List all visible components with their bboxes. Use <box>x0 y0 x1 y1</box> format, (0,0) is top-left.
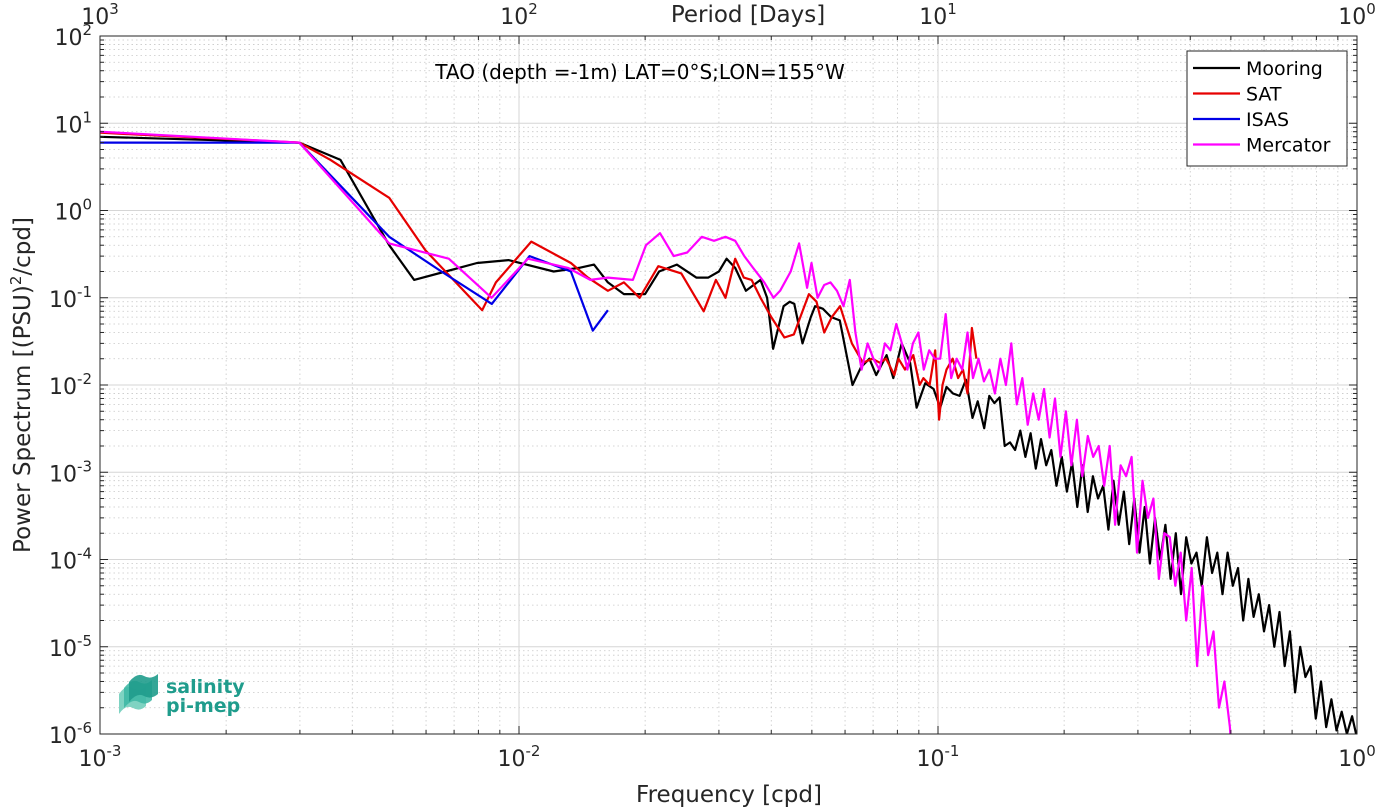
y-tick-label-exp: -6 <box>77 719 92 737</box>
legend-label-isas: ISAS <box>1246 109 1289 131</box>
y-tick-label-exp: -2 <box>77 370 92 388</box>
y-tick-label-exp: 1 <box>82 108 92 126</box>
top-tick-label: 101 <box>919 0 957 30</box>
y-tick-label-exp: -1 <box>77 283 92 301</box>
y-tick-label-exp: -4 <box>77 545 92 563</box>
x-tick-label-base: 10 <box>1338 747 1366 772</box>
y-tick-label-exp: 2 <box>82 21 92 39</box>
top-tick-label-base: 10 <box>500 5 528 30</box>
y-tick-label-base: 10 <box>49 637 77 662</box>
y-tick-label: 10-1 <box>49 283 92 313</box>
y-axis-label-main: Power Spectrum [(PSU) <box>10 285 36 553</box>
y-tick-label-base: 10 <box>54 201 82 226</box>
top-tick-label-base: 10 <box>81 5 109 30</box>
logo-icon <box>119 674 158 714</box>
y-tick-label-exp: -3 <box>77 457 92 475</box>
legend-label-mercator: Mercator <box>1246 135 1331 157</box>
series-line-isas <box>100 141 609 332</box>
y-tick-label-base: 10 <box>49 288 77 313</box>
top-tick-label-exp: 1 <box>947 0 957 18</box>
x-axis-label: Frequency [cpd] <box>636 782 822 808</box>
x-tick-label-base: 10 <box>498 747 526 772</box>
y-tick-label-base: 10 <box>49 462 77 487</box>
top-tick-label-exp: 0 <box>1366 0 1376 18</box>
top-tick-label-exp: 2 <box>528 0 538 18</box>
x-tick-label-exp: -1 <box>945 742 960 760</box>
top-axis-label: Period [Days] <box>671 2 825 28</box>
top-tick-label: 100 <box>1338 0 1376 30</box>
y-tick-label: 10-2 <box>49 370 92 400</box>
legend-box <box>1186 50 1348 167</box>
y-axis-label: Power Spectrum [(PSU)2/cpd] <box>7 217 36 553</box>
y-tick-label-base: 10 <box>49 724 77 749</box>
logo-text-line1: salinity <box>166 676 245 698</box>
y-tick-label-exp: 0 <box>82 196 92 214</box>
logo: salinity pi-mep <box>119 674 245 717</box>
x-tick-label: 10-3 <box>79 742 122 772</box>
y-tick-label: 102 <box>54 21 92 51</box>
x-tick-label-exp: -3 <box>107 742 122 760</box>
y-tick-label: 10-3 <box>49 457 92 487</box>
top-tick-label: 102 <box>500 0 538 30</box>
legend-label-mooring: Mooring <box>1246 58 1323 80</box>
x-tick-label-base: 10 <box>917 747 945 772</box>
y-tick-label-exp: -5 <box>77 632 92 650</box>
series-line-sat <box>100 131 978 421</box>
y-tick-label: 100 <box>54 196 92 226</box>
y-tick-label-base: 10 <box>49 550 77 575</box>
x-tick-label: 10-2 <box>498 742 541 772</box>
chart-title: TAO (depth =-1m) LAT=0°S;LON=155°W <box>434 60 845 84</box>
legend: Mooring SAT ISAS Mercator <box>1186 50 1348 167</box>
top-tick-label-base: 10 <box>919 5 947 30</box>
top-tick-label-exp: 3 <box>109 0 119 18</box>
y-tick-label: 101 <box>54 108 92 138</box>
y-tick-label-base: 10 <box>54 26 82 51</box>
y-tick-label: 10-4 <box>49 545 92 575</box>
y-tick-label: 10-6 <box>49 719 92 749</box>
top-tick-label-base: 10 <box>1338 5 1366 30</box>
top-tick-label: 103 <box>81 0 119 30</box>
y-tick-label: 10-5 <box>49 632 92 662</box>
logo-text-line2: pi-mep <box>166 695 240 717</box>
x-tick-label-exp: 0 <box>1366 742 1376 760</box>
y-tick-label-base: 10 <box>54 113 82 138</box>
y-tick-label-base: 10 <box>49 375 77 400</box>
x-tick-label: 10-1 <box>917 742 960 772</box>
y-axis-label-sup: 2 <box>7 276 25 286</box>
series-line-mercator <box>100 130 1232 734</box>
y-axis-label-tail: /cpd] <box>10 217 36 276</box>
x-tick-label: 100 <box>1338 742 1376 772</box>
x-tick-label-exp: -2 <box>526 742 541 760</box>
x-tick-label-base: 10 <box>79 747 107 772</box>
legend-label-sat: SAT <box>1246 84 1282 106</box>
